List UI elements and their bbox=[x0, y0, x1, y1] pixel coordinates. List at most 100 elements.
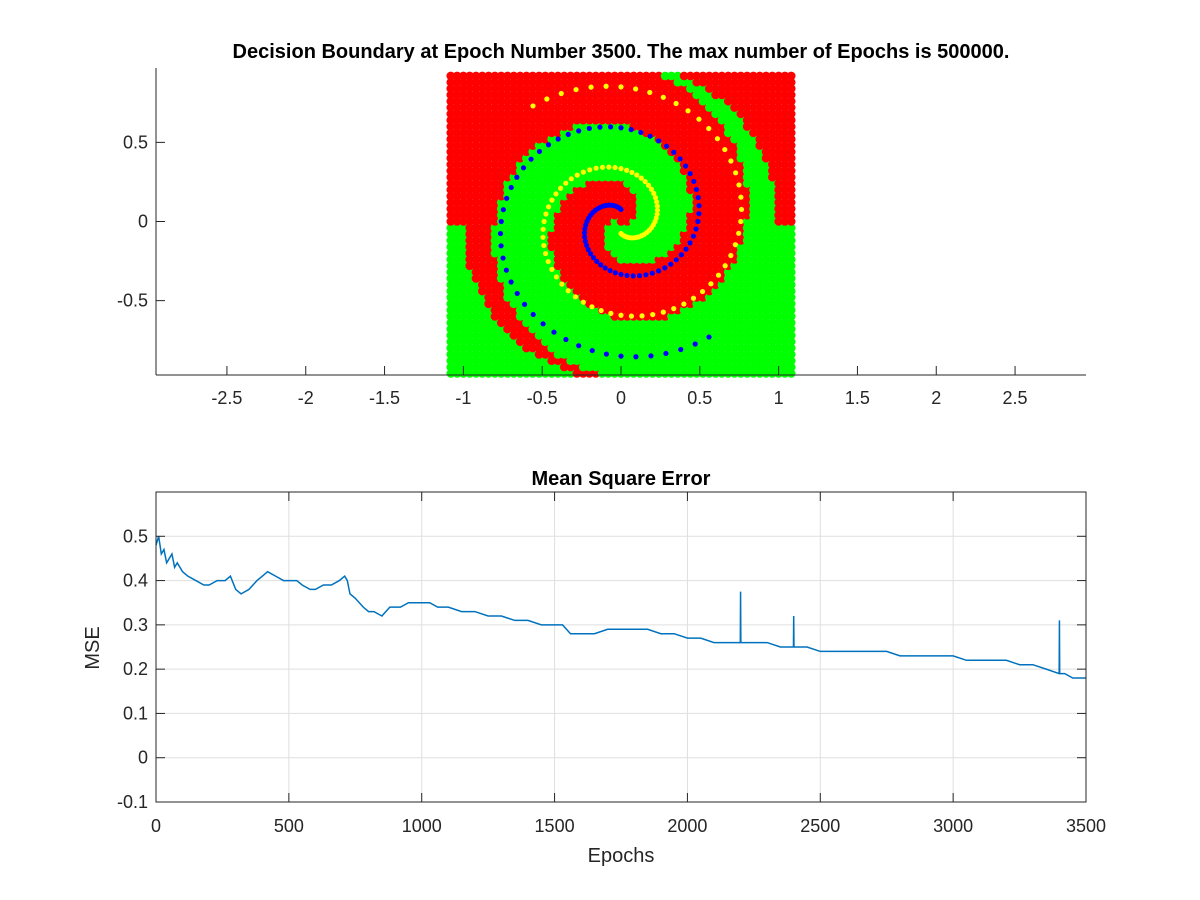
decision-grid-point bbox=[768, 96, 777, 106]
decision-grid-point bbox=[673, 369, 683, 378]
decision-grid-point bbox=[679, 286, 689, 296]
decision-grid-point bbox=[578, 280, 588, 290]
decision-grid-point bbox=[459, 172, 468, 182]
decision-grid-point bbox=[591, 185, 601, 195]
decision-grid-point bbox=[471, 236, 481, 245]
decision-grid-point bbox=[679, 356, 689, 366]
decision-grid-point bbox=[522, 71, 531, 81]
decision-grid-point bbox=[786, 324, 796, 334]
decision-grid-point bbox=[484, 343, 493, 353]
decision-grid-point bbox=[730, 293, 739, 302]
mse-x-ticks: 0 500 1000 1500 2000 2500 3000 3500 bbox=[151, 492, 1106, 836]
decision-grid-point bbox=[610, 134, 619, 144]
decision-grid-point bbox=[585, 77, 594, 87]
decision-grid-point bbox=[717, 362, 727, 372]
decision-grid-point bbox=[604, 274, 613, 283]
decision-grid-point bbox=[660, 356, 670, 366]
decision-grid-point bbox=[522, 286, 531, 296]
decision-grid-point bbox=[780, 179, 790, 188]
decision-grid-point bbox=[559, 236, 569, 245]
decision-grid-point bbox=[509, 324, 519, 334]
decision-grid-point bbox=[704, 229, 714, 239]
decision-grid-point bbox=[484, 229, 493, 239]
decision-grid-point bbox=[730, 128, 739, 138]
decision-grid-point bbox=[559, 122, 569, 131]
decision-grid-point bbox=[623, 179, 632, 188]
decision-grid-point bbox=[635, 109, 645, 119]
decision-grid-point bbox=[547, 362, 556, 372]
decision-grid-point bbox=[515, 369, 525, 378]
decision-grid-point bbox=[755, 217, 765, 226]
decision-grid-point bbox=[522, 172, 531, 182]
decision-grid-point bbox=[585, 128, 594, 138]
decision-grid-point bbox=[585, 141, 594, 150]
decision-grid-point bbox=[528, 160, 538, 169]
decision-grid-point bbox=[641, 356, 651, 366]
decision-grid-point bbox=[547, 274, 556, 283]
decision-grid-point bbox=[459, 210, 468, 220]
decision-grid-point bbox=[641, 286, 651, 296]
decision-grid-point bbox=[635, 185, 645, 195]
decision-grid-point bbox=[749, 191, 758, 201]
decision-grid-point bbox=[610, 369, 619, 378]
decision-grid-point bbox=[547, 90, 556, 100]
decision-grid-point bbox=[635, 217, 645, 226]
decision-grid-point bbox=[641, 96, 651, 106]
decision-grid-point bbox=[786, 179, 796, 188]
decision-grid-point bbox=[547, 122, 556, 131]
x-tick-label: 3500 bbox=[1066, 816, 1106, 836]
decision-grid-point bbox=[503, 242, 512, 252]
decision-grid-point bbox=[566, 356, 575, 366]
decision-grid-point bbox=[459, 160, 468, 169]
decision-grid-point bbox=[742, 172, 752, 182]
decision-grid-point bbox=[490, 267, 500, 277]
decision-grid-point bbox=[711, 255, 720, 264]
decision-grid-point bbox=[730, 147, 739, 157]
decision-grid-point bbox=[723, 103, 733, 112]
decision-grid-point bbox=[742, 248, 752, 258]
decision-grid-point bbox=[503, 324, 512, 334]
decision-grid-point bbox=[679, 274, 689, 283]
decision-grid-point bbox=[742, 160, 752, 169]
decision-grid-point bbox=[446, 248, 456, 258]
decision-grid-point bbox=[566, 255, 575, 264]
decision-grid-point bbox=[648, 115, 657, 125]
decision-grid-point bbox=[572, 324, 582, 334]
decision-grid-point bbox=[761, 122, 771, 131]
decision-grid-point bbox=[559, 109, 569, 119]
decision-grid-point bbox=[541, 337, 550, 347]
decision-grid-point bbox=[723, 96, 733, 106]
decision-grid-point bbox=[667, 293, 676, 302]
spiral-data-point bbox=[503, 267, 509, 273]
decision-grid-point bbox=[780, 160, 790, 169]
decision-grid-point bbox=[465, 318, 474, 328]
decision-grid-point bbox=[654, 293, 664, 302]
decision-grid-point bbox=[742, 153, 752, 163]
decision-grid-point bbox=[496, 96, 506, 106]
decision-grid-point bbox=[591, 356, 601, 366]
decision-grid-point bbox=[717, 128, 727, 138]
decision-grid-point bbox=[717, 293, 727, 302]
spiral-data-point bbox=[649, 270, 655, 276]
decision-grid-point bbox=[446, 217, 456, 226]
spiral-data-point bbox=[732, 242, 738, 248]
decision-grid-point bbox=[635, 179, 645, 188]
spiral-data-point bbox=[654, 207, 661, 213]
decision-grid-point bbox=[679, 217, 689, 226]
decision-grid-point bbox=[534, 299, 544, 309]
decision-grid-point bbox=[768, 305, 777, 315]
decision-grid-point bbox=[459, 280, 468, 290]
decision-grid-point bbox=[623, 286, 632, 296]
decision-grid-point bbox=[774, 337, 783, 347]
decision-grid-point bbox=[742, 267, 752, 277]
decision-grid-point bbox=[673, 179, 683, 188]
decision-grid-point bbox=[446, 229, 456, 239]
decision-grid-point bbox=[704, 153, 714, 163]
decision-grid-point bbox=[755, 255, 765, 264]
decision-grid-point bbox=[559, 198, 569, 207]
decision-grid-point bbox=[553, 160, 563, 169]
decision-grid-point bbox=[635, 160, 645, 169]
decision-grid-point bbox=[704, 103, 714, 112]
decision-grid-point bbox=[629, 324, 638, 334]
decision-grid-point bbox=[761, 96, 771, 106]
